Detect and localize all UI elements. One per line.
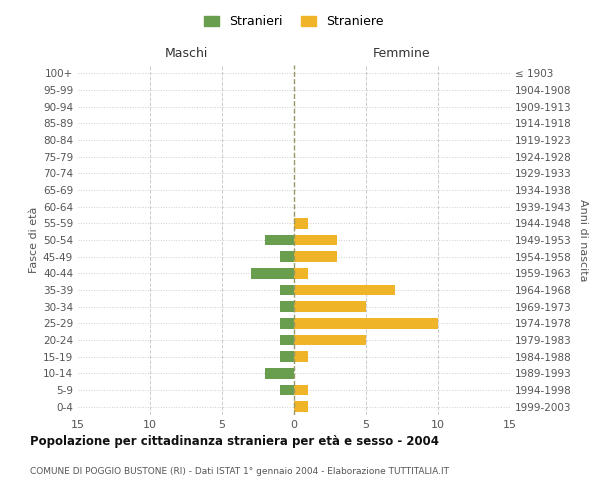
Bar [294,301,366,312]
Bar [294,401,308,412]
Bar [280,251,294,262]
Bar [280,284,294,296]
Text: Popolazione per cittadinanza straniera per età e sesso - 2004: Popolazione per cittadinanza straniera p… [30,435,439,448]
Bar [280,384,294,396]
Bar [294,351,308,362]
Bar [280,351,294,362]
Bar [265,368,294,379]
Bar [280,318,294,329]
Text: COMUNE DI POGGIO BUSTONE (RI) - Dati ISTAT 1° gennaio 2004 - Elaborazione TUTTIT: COMUNE DI POGGIO BUSTONE (RI) - Dati IST… [30,468,449,476]
Bar [294,268,308,279]
Bar [294,251,337,262]
Bar [280,301,294,312]
Bar [294,334,366,345]
Text: Femmine: Femmine [373,47,431,60]
Bar [280,334,294,345]
Bar [265,234,294,246]
Bar [294,218,308,229]
Bar [294,318,438,329]
Bar [294,384,308,396]
Bar [251,268,294,279]
Y-axis label: Fasce di età: Fasce di età [29,207,39,273]
Bar [294,284,395,296]
Text: Maschi: Maschi [164,47,208,60]
Legend: Stranieri, Straniere: Stranieri, Straniere [200,11,388,32]
Bar [294,234,337,246]
Y-axis label: Anni di nascita: Anni di nascita [578,198,588,281]
